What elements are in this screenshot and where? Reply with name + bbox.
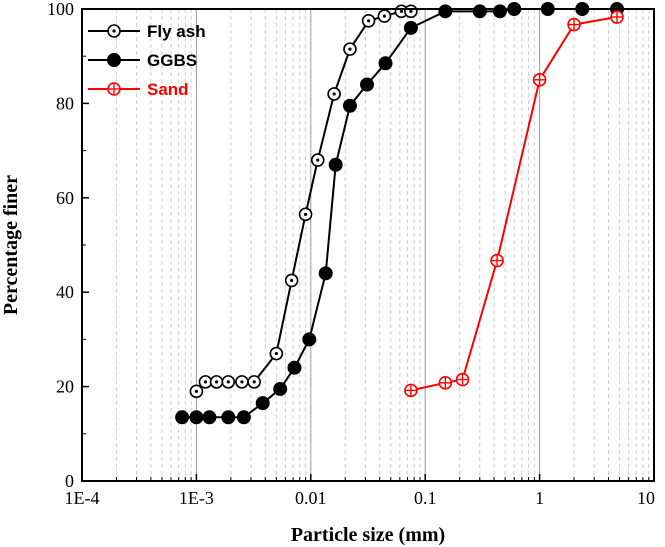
marker-dot bbox=[366, 19, 371, 23]
data-point-sand bbox=[438, 376, 453, 390]
data-point-sand bbox=[455, 372, 470, 387]
data-point-sand bbox=[532, 73, 547, 87]
data-point-ggbs bbox=[438, 4, 453, 19]
data-point-ggbs bbox=[189, 410, 204, 425]
legend-item-fly-ash: Fly ash bbox=[88, 22, 206, 41]
marker-dot bbox=[214, 380, 219, 384]
x-tick-label: 1E-3 bbox=[179, 488, 214, 508]
marker-dot bbox=[240, 380, 244, 384]
data-point-sand bbox=[610, 10, 624, 24]
legend-label-ggbs: GGBS bbox=[147, 51, 197, 70]
series-layer bbox=[175, 2, 625, 425]
x-axis-title: Particle size (mm) bbox=[291, 524, 445, 546]
series-line-ggbs bbox=[182, 8, 618, 419]
data-point-fly-ash bbox=[198, 375, 213, 389]
marker-dot bbox=[194, 389, 198, 393]
marker-dot bbox=[290, 278, 294, 282]
series-fly-ash bbox=[189, 4, 418, 399]
marker-dot bbox=[226, 380, 230, 384]
legend-label-fly-ash: Fly ash bbox=[147, 22, 206, 41]
marker-dot bbox=[316, 158, 320, 162]
data-point-ggbs bbox=[342, 98, 357, 113]
data-point-ggbs bbox=[360, 77, 375, 92]
data-point-fly-ash bbox=[377, 9, 392, 23]
data-point-ggbs bbox=[328, 157, 343, 172]
legend-label-sand: Sand bbox=[147, 80, 189, 99]
legend-item-sand: Sand bbox=[88, 80, 189, 99]
data-point-fly-ash bbox=[247, 375, 261, 389]
data-point-fly-ash bbox=[209, 375, 224, 389]
data-point-ggbs bbox=[273, 381, 288, 396]
x-tick-label: 10 bbox=[637, 488, 655, 508]
y-tick-label: 0 bbox=[65, 471, 74, 491]
data-point-fly-ash bbox=[221, 375, 236, 389]
marker-dot bbox=[252, 380, 256, 384]
marker-dot bbox=[332, 92, 336, 96]
x-tick-label: 1E-4 bbox=[65, 488, 100, 508]
series-sand bbox=[404, 10, 624, 398]
data-point-ggbs bbox=[255, 396, 270, 411]
data-point-ggbs bbox=[175, 410, 190, 425]
data-point-sand bbox=[404, 383, 418, 398]
x-tick-label: 1 bbox=[535, 488, 544, 508]
axis-ticks bbox=[81, 8, 655, 482]
data-point-sand bbox=[490, 253, 504, 268]
data-point-fly-ash bbox=[284, 273, 299, 288]
marker-dot bbox=[348, 47, 352, 51]
legend-item-ggbs: GGBS bbox=[88, 51, 197, 70]
grid-lines bbox=[115, 9, 650, 481]
data-point-fly-ash bbox=[269, 346, 284, 361]
data-point-fly-ash bbox=[327, 87, 341, 101]
series-ggbs bbox=[175, 2, 625, 425]
y-tick-label: 20 bbox=[56, 377, 74, 397]
data-point-ggbs bbox=[492, 4, 507, 19]
y-axis-title: Percentage finer bbox=[0, 175, 22, 315]
data-point-ggbs bbox=[378, 56, 393, 71]
y-tick-label: 40 bbox=[56, 282, 74, 302]
marker-dot bbox=[382, 14, 387, 18]
data-point-fly-ash bbox=[310, 153, 325, 167]
data-point-fly-ash bbox=[235, 375, 249, 389]
data-point-ggbs bbox=[403, 20, 418, 35]
data-point-ggbs bbox=[302, 332, 317, 347]
legend-marker-fly-ash bbox=[107, 24, 121, 38]
data-point-ggbs bbox=[318, 266, 333, 281]
data-point-ggbs bbox=[221, 410, 236, 425]
y-tick-label: 100 bbox=[47, 0, 74, 19]
marker-dot bbox=[274, 351, 278, 356]
data-point-fly-ash bbox=[404, 4, 418, 19]
y-tick-label: 60 bbox=[56, 188, 74, 208]
series-line-fly-ash bbox=[195, 10, 411, 393]
data-point-ggbs bbox=[236, 410, 251, 425]
legend-marker-ggbs bbox=[107, 53, 121, 67]
y-tick-label: 80 bbox=[56, 93, 74, 113]
marker-dot bbox=[112, 29, 116, 33]
data-point-ggbs bbox=[472, 4, 487, 19]
data-point-ggbs bbox=[202, 410, 217, 425]
marker-dot bbox=[409, 9, 413, 13]
data-point-ggbs bbox=[287, 360, 302, 375]
data-point-fly-ash bbox=[361, 13, 376, 28]
legend-marker-sand bbox=[107, 82, 121, 96]
legend: Fly ash GGBS Sand bbox=[88, 22, 206, 99]
marker-dot bbox=[303, 212, 308, 216]
data-point-fly-ash bbox=[189, 384, 204, 399]
marker-dot bbox=[399, 9, 404, 13]
data-point-sand bbox=[567, 17, 581, 32]
data-point-fly-ash bbox=[343, 42, 357, 56]
marker-dot bbox=[203, 380, 208, 384]
x-tick-label: 0.01 bbox=[295, 488, 327, 508]
data-point-fly-ash bbox=[298, 207, 313, 222]
x-tick-label: 0.1 bbox=[414, 488, 437, 508]
